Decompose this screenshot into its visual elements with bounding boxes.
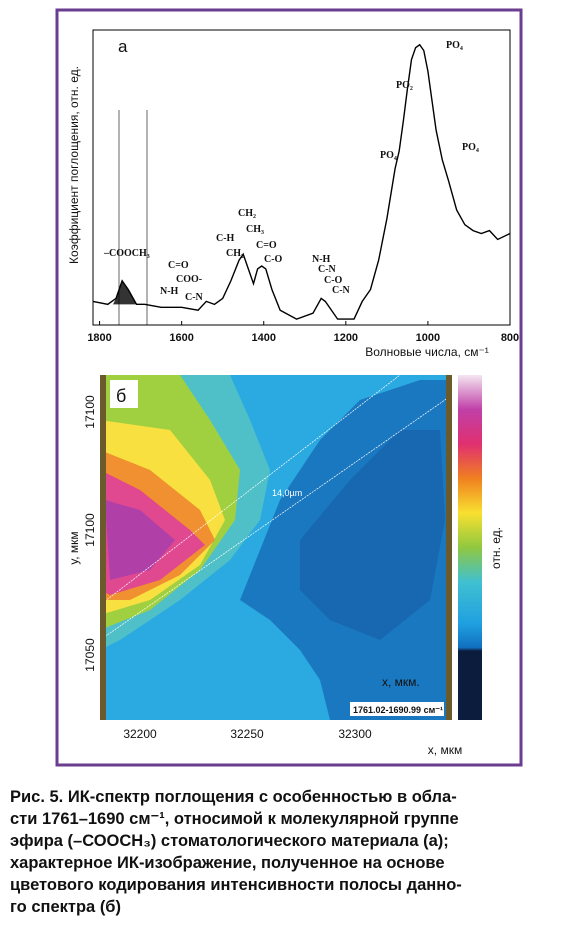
- spectrum-line: [92, 43, 511, 320]
- heatmap: [100, 375, 452, 720]
- x-tick-label: 32200: [123, 727, 157, 741]
- annotation: PO₄: [462, 142, 479, 153]
- caption-line: сти 1761–1690 см⁻¹, относимой к молекуля…: [10, 810, 459, 828]
- annotation: N-H: [312, 254, 331, 265]
- y-tick-label: 17050: [83, 638, 97, 672]
- annotation: COO-: [176, 274, 202, 285]
- caption-line: цветового кодирования интенсивности поло…: [10, 876, 462, 894]
- annotation: CH₂: [226, 248, 244, 259]
- x-tick-label: 1400: [251, 332, 275, 344]
- annotation: PO₄: [446, 40, 463, 51]
- annotation: C-N: [185, 292, 204, 303]
- band-box: [350, 702, 444, 716]
- x-tick-label: 32300: [338, 727, 372, 741]
- y-tick-label: 17100: [83, 395, 97, 429]
- annotation: PO₄: [380, 150, 397, 161]
- caption-line: го спектра (б): [10, 898, 121, 916]
- y-tick-label: 17100: [83, 513, 97, 547]
- spectrum-group: 1800 1600 1400 1200 1000 800: [87, 43, 519, 344]
- caption: Рис. 5. ИК-спектр поглощения с особеннос…: [10, 786, 555, 918]
- x-tick-label: 1000: [416, 332, 440, 344]
- panel-label: а: [118, 37, 128, 56]
- label-box: [110, 380, 138, 408]
- annotation: C=O: [168, 260, 189, 271]
- annotation: C=O: [256, 240, 277, 251]
- x-tick-label: 1200: [334, 332, 358, 344]
- colorbar-label: отн. ед.: [489, 527, 503, 569]
- annotation: –COOCH₃: [103, 248, 150, 259]
- annotations: –COOCH₃ C=O COO- N-H C-N C-H CH₂ CH₂ CH₃…: [103, 40, 479, 303]
- annotation: C-N: [318, 264, 337, 275]
- colorbar: [458, 375, 482, 720]
- panel-label: б: [116, 386, 126, 406]
- band-label: 1761.02-1690.99 см⁻¹: [353, 705, 443, 715]
- frame: [55, 8, 523, 767]
- annotation: C-O: [324, 275, 343, 286]
- caption-line: характерное ИК-изображение, полученное н…: [10, 854, 445, 872]
- x-tick-label: 800: [501, 332, 519, 344]
- annotation: C-H: [216, 233, 235, 244]
- annotation: CH₂: [238, 208, 256, 219]
- x-tick-label: 1800: [87, 332, 111, 344]
- x-axis-label: Волновые числа, см⁻¹: [365, 345, 489, 359]
- annotation: N-H: [160, 286, 179, 297]
- inner-label: х, мкм.: [382, 675, 420, 689]
- annotation: PO₂: [396, 80, 413, 91]
- plot-area: [92, 29, 511, 326]
- y-axis-label: у, мкм: [67, 531, 81, 564]
- annotation: C-O: [264, 254, 283, 265]
- y-axis-label: Коэффициент поглощения, отн. ед.: [67, 66, 81, 264]
- annotation: C-N: [332, 285, 351, 296]
- x-tick-label: 32250: [230, 727, 264, 741]
- x-axis-label: х, мкм: [428, 743, 462, 757]
- figure: а Коэффициент поглощения, отн. ед. Волно…: [55, 8, 523, 767]
- caption-line: Рис. 5. ИК-спектр поглощения с особеннос…: [10, 788, 457, 806]
- annotation: CH₃: [246, 224, 264, 235]
- x-tick-label: 1600: [169, 332, 193, 344]
- caption-line: эфира (–СООСН₃) стоматологического матер…: [10, 832, 449, 850]
- measure: 14,0µm: [272, 488, 302, 498]
